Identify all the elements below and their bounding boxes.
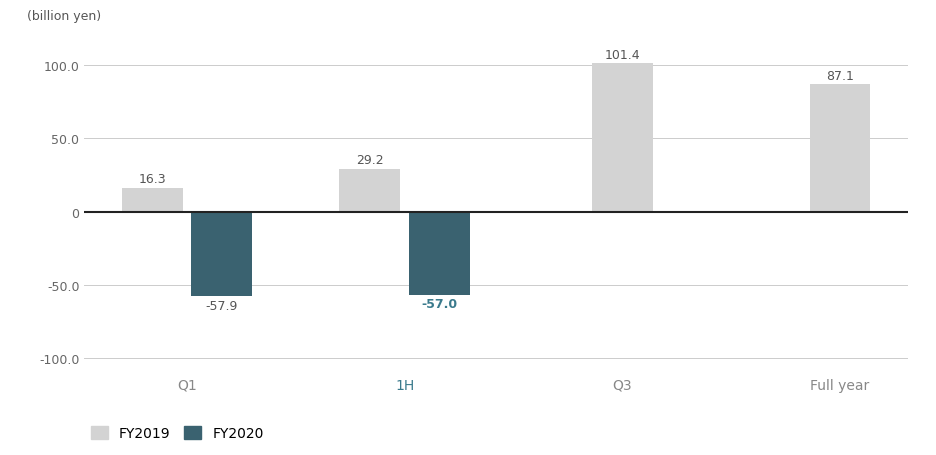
Text: -57.9: -57.9	[206, 299, 238, 312]
Bar	[122, 188, 183, 212]
Text: 87.1: 87.1	[826, 70, 854, 82]
Bar	[191, 212, 253, 297]
Bar	[810, 85, 870, 212]
Bar	[340, 169, 401, 212]
Bar	[409, 212, 470, 295]
Text: 16.3: 16.3	[139, 173, 166, 186]
Text: (billion yen): (billion yen)	[26, 10, 101, 23]
Text: 101.4: 101.4	[605, 49, 640, 61]
Legend: FY2019, FY2020: FY2019, FY2020	[91, 426, 264, 440]
Text: -57.0: -57.0	[421, 298, 458, 311]
Bar	[592, 64, 652, 212]
Text: 29.2: 29.2	[356, 154, 384, 167]
